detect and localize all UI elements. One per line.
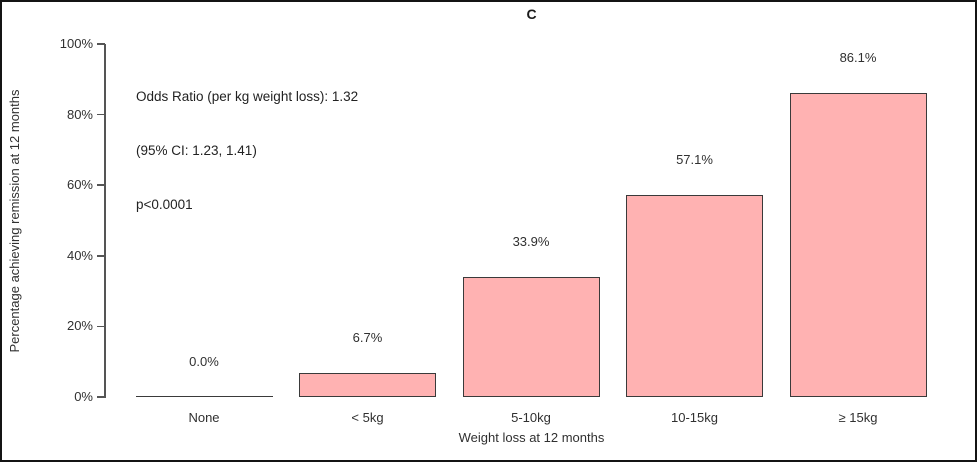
x-axis-label: Weight loss at 12 months: [458, 430, 605, 445]
y-tick-label: 80%: [66, 106, 93, 122]
y-tick-label: 0%: [74, 389, 93, 404]
y-tick: [97, 184, 105, 186]
y-tick: [97, 113, 105, 116]
y-tick-label: 40%: [66, 247, 93, 263]
bar-value-label: 57.1%: [676, 152, 713, 168]
bar-value-label: 33.9%: [512, 234, 550, 250]
panel-title: C: [526, 6, 537, 22]
x-category-label: ≥ 15kg: [838, 410, 878, 425]
bar: [299, 373, 436, 397]
y-tick: [97, 255, 105, 257]
annotation-line-pvalue: p<0.0001: [136, 197, 193, 212]
y-tick-label: 100%: [59, 36, 93, 51]
x-category-label: < 5kg: [351, 410, 384, 425]
bar-value-label: 0.0%: [189, 354, 219, 369]
y-tick: [97, 396, 105, 398]
y-tick: [97, 43, 105, 45]
annotation-line-odds-ratio: Odds Ratio (per kg weight loss): 1.32: [136, 89, 359, 104]
y-tick: [97, 325, 105, 328]
annotation-line-ci: (95% CI: 1.23, 1.41): [136, 143, 257, 158]
bar: [789, 93, 927, 397]
bar: [626, 195, 763, 397]
bar-value-label: 6.7%: [352, 330, 383, 346]
y-tick-label: 60%: [66, 177, 93, 193]
y-axis-line: [104, 44, 106, 398]
stats-annotation: Odds Ratio (per kg weight loss): 1.32 (9…: [136, 52, 358, 250]
bar: [135, 395, 273, 397]
bar: [462, 277, 600, 397]
y-axis-label: Percentage achieving remission at 12 mon…: [7, 89, 22, 353]
y-tick-label: 20%: [66, 318, 93, 334]
x-category-label: 10-15kg: [671, 410, 718, 425]
x-category-label: None: [188, 410, 220, 425]
x-category-label: 5-10kg: [511, 410, 551, 425]
bar-value-label: 86.1%: [839, 50, 877, 66]
